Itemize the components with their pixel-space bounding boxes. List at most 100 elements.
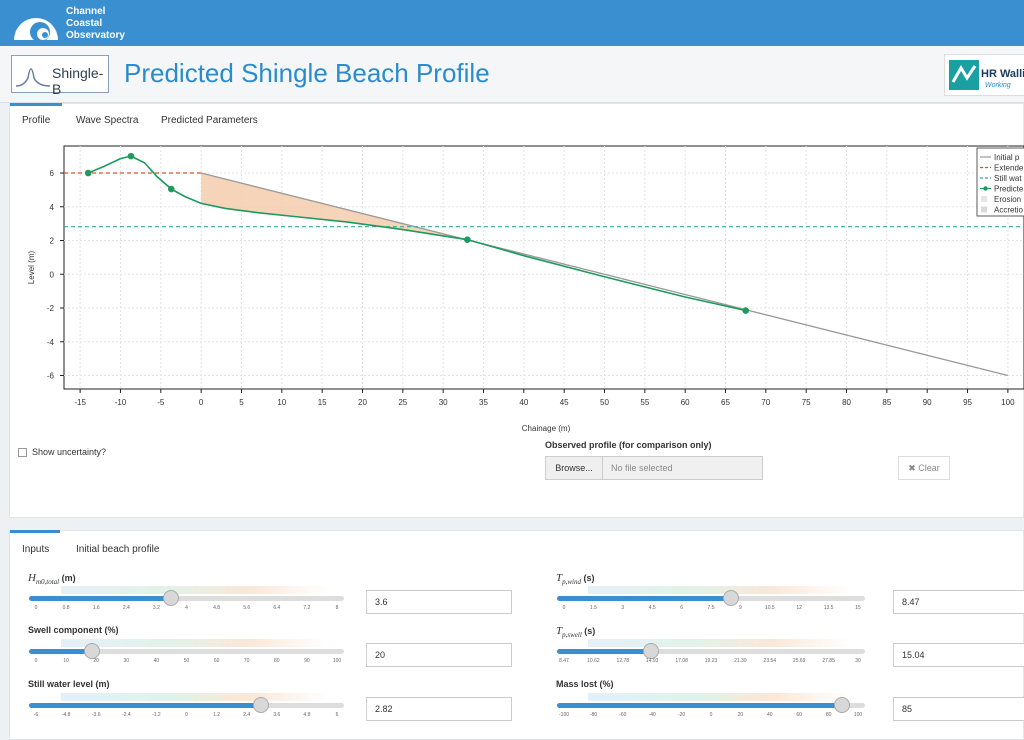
x-tick-label: 45 [560, 398, 569, 407]
slider-tick-label: 100 [853, 712, 863, 718]
slider-tick-label: 1.5 [589, 605, 597, 611]
x-tick-label: 35 [479, 398, 488, 407]
slider-tick-label: 60 [213, 658, 220, 664]
slider-tick-labels: -6 -4.8 -3.6 -2.4 -1.2 0 1.2 2.4 3.6 4.8 6 [34, 712, 339, 722]
chart-series [64, 152, 1024, 377]
numeric-input[interactable]: 85 [893, 697, 1024, 721]
slider-tick-label: 1.6 [92, 605, 100, 611]
tab-inputs[interactable]: Inputs [22, 544, 50, 555]
legend-label: Still wat [994, 174, 1022, 183]
x-tick-label: -10 [115, 398, 127, 407]
x-tick-label: 30 [439, 398, 448, 407]
input-label: Hm0,total (m) [28, 572, 76, 587]
slider-handle[interactable] [252, 697, 269, 713]
slider-track[interactable] [29, 596, 344, 601]
slider-handle[interactable] [723, 590, 740, 606]
x-tick-label: 5 [239, 398, 244, 407]
slider-tick-label: -3.6 [91, 712, 101, 718]
slider-handle[interactable] [162, 590, 179, 606]
x-tick-label: 50 [600, 398, 609, 407]
slider-tick-label: 5.6 [243, 605, 251, 611]
slider-tick-label: 3.6 [273, 712, 281, 718]
x-tick-label: 85 [882, 398, 891, 407]
slider-tick-label: 4.8 [303, 712, 311, 718]
tab-wave-spectra[interactable]: Wave Spectra [76, 115, 139, 126]
numeric-input[interactable]: 2.82 [366, 697, 512, 721]
slider-tick-label: 8.47 [559, 658, 569, 664]
x-tick-label: 0 [199, 398, 204, 407]
slider-tick-label: 15 [855, 605, 861, 611]
slider-tick-label: 9 [739, 605, 742, 611]
wave-logo-icon [14, 18, 58, 42]
slider-fill [29, 703, 261, 708]
legend-swatch [981, 196, 987, 202]
slider-tick-label: 0 [185, 712, 188, 718]
observed-profile-label: Observed profile (for comparison only) [545, 440, 712, 450]
slider-tick-label: 27.85 [822, 658, 835, 664]
x-tick-label: 100 [1001, 398, 1015, 407]
y-axis-label: Level (m) [27, 250, 36, 284]
x-tick-label: 65 [721, 398, 730, 407]
shingle-b-logo: Shingle-B [11, 55, 109, 97]
partner-logo: HR Walli Working [944, 54, 1024, 96]
slider-track[interactable] [557, 649, 865, 654]
inputs-panel [9, 530, 1024, 740]
beach-profile-chart: -15 -10 -5 0 5 10 15 20 25 30 35 40 45 50 55 60 65 70 75 80… [27, 145, 1024, 433]
x-tick-label: 60 [681, 398, 690, 407]
slider-tick-label: 17.08 [675, 658, 688, 664]
slider-tick-label: 20 [737, 712, 744, 718]
show-uncertainty-checkbox[interactable] [18, 448, 27, 457]
tab-initial-beach-profile[interactable]: Initial beach profile [76, 544, 160, 555]
y-tick-label: -6 [47, 372, 55, 381]
value-distribution [60, 586, 329, 594]
slider-handle[interactable] [642, 643, 659, 659]
chart-ticks: -15 -10 -5 0 5 10 15 20 25 30 35 40 45 50 55 60 65 70 75 80… [47, 169, 1015, 407]
chart-grid [63, 145, 1024, 390]
page-header: Shingle-B Predicted Shingle Beach Profil… [0, 46, 1024, 103]
active-bottom-tab-indicator [10, 530, 60, 533]
x-tick-label: 15 [318, 398, 327, 407]
clear-button[interactable]: ✖ Clear [898, 456, 950, 480]
legend-label: Predicte [994, 185, 1024, 194]
slider-track[interactable] [29, 649, 344, 654]
slider-handle[interactable] [84, 643, 100, 659]
tab-predicted-parameters[interactable]: Predicted Parameters [161, 115, 258, 126]
input-label: Mass lost (%) [556, 679, 614, 689]
slider-tick-label: -100 [558, 712, 570, 718]
brand-name: Channel Coastal Observatory [66, 6, 125, 41]
slider-tick-label: 10 [63, 658, 69, 664]
y-tick-label: -2 [47, 304, 55, 313]
x-tick-label: 25 [398, 398, 407, 407]
x-tick-label: 70 [761, 398, 770, 407]
y-tick-label: 6 [50, 169, 55, 178]
numeric-input[interactable]: 8.47 [893, 590, 1024, 614]
slider-tick-label: -2.4 [121, 712, 131, 718]
numeric-input[interactable]: 3.6 [366, 590, 512, 614]
slider-tick-label: 25.69 [792, 658, 806, 664]
slider-tick-labels: 8.47 10.62 12.78 14.93 17.08 19.23 21.39 23.54 2… [559, 658, 861, 668]
input-label: Tp,swell (s) [556, 625, 596, 640]
file-name-field[interactable]: No file selected [603, 456, 763, 480]
slider-tick-label: 2.4 [122, 605, 130, 611]
slider-handle[interactable] [833, 697, 850, 713]
slider-fill [557, 703, 842, 708]
numeric-input[interactable]: 15.04 [893, 643, 1024, 667]
tab-profile[interactable]: Profile [22, 115, 51, 126]
value-distribution [587, 639, 850, 647]
slider-tick-labels: 0 0.8 1.6 2.4 3.2 4 4.8 5.6 6.4 7.2 8 [35, 605, 339, 615]
slider-tick-label: -4.8 [61, 712, 71, 718]
slider-tick-label: 3 [621, 605, 625, 611]
slider-tick-label: 4.5 [648, 605, 656, 611]
numeric-input[interactable]: 20 [366, 643, 512, 667]
browse-button[interactable]: Browse... [545, 456, 603, 480]
slider-tick-label: 7.2 [303, 605, 311, 611]
slider-tick-label: 10.5 [764, 605, 775, 611]
initial-profile-line [200, 172, 1009, 377]
top-banner: Channel Coastal Observatory [0, 0, 1024, 46]
slider-tick-label: 0 [709, 712, 713, 718]
slider-tick-label: 19.23 [704, 658, 718, 664]
x-tick-label: -15 [74, 398, 86, 407]
x-tick-label: 10 [277, 398, 286, 407]
slider-tick-labels: -100 -80 -60 -40 -20 0 20 40 60 80 100 [559, 712, 862, 722]
